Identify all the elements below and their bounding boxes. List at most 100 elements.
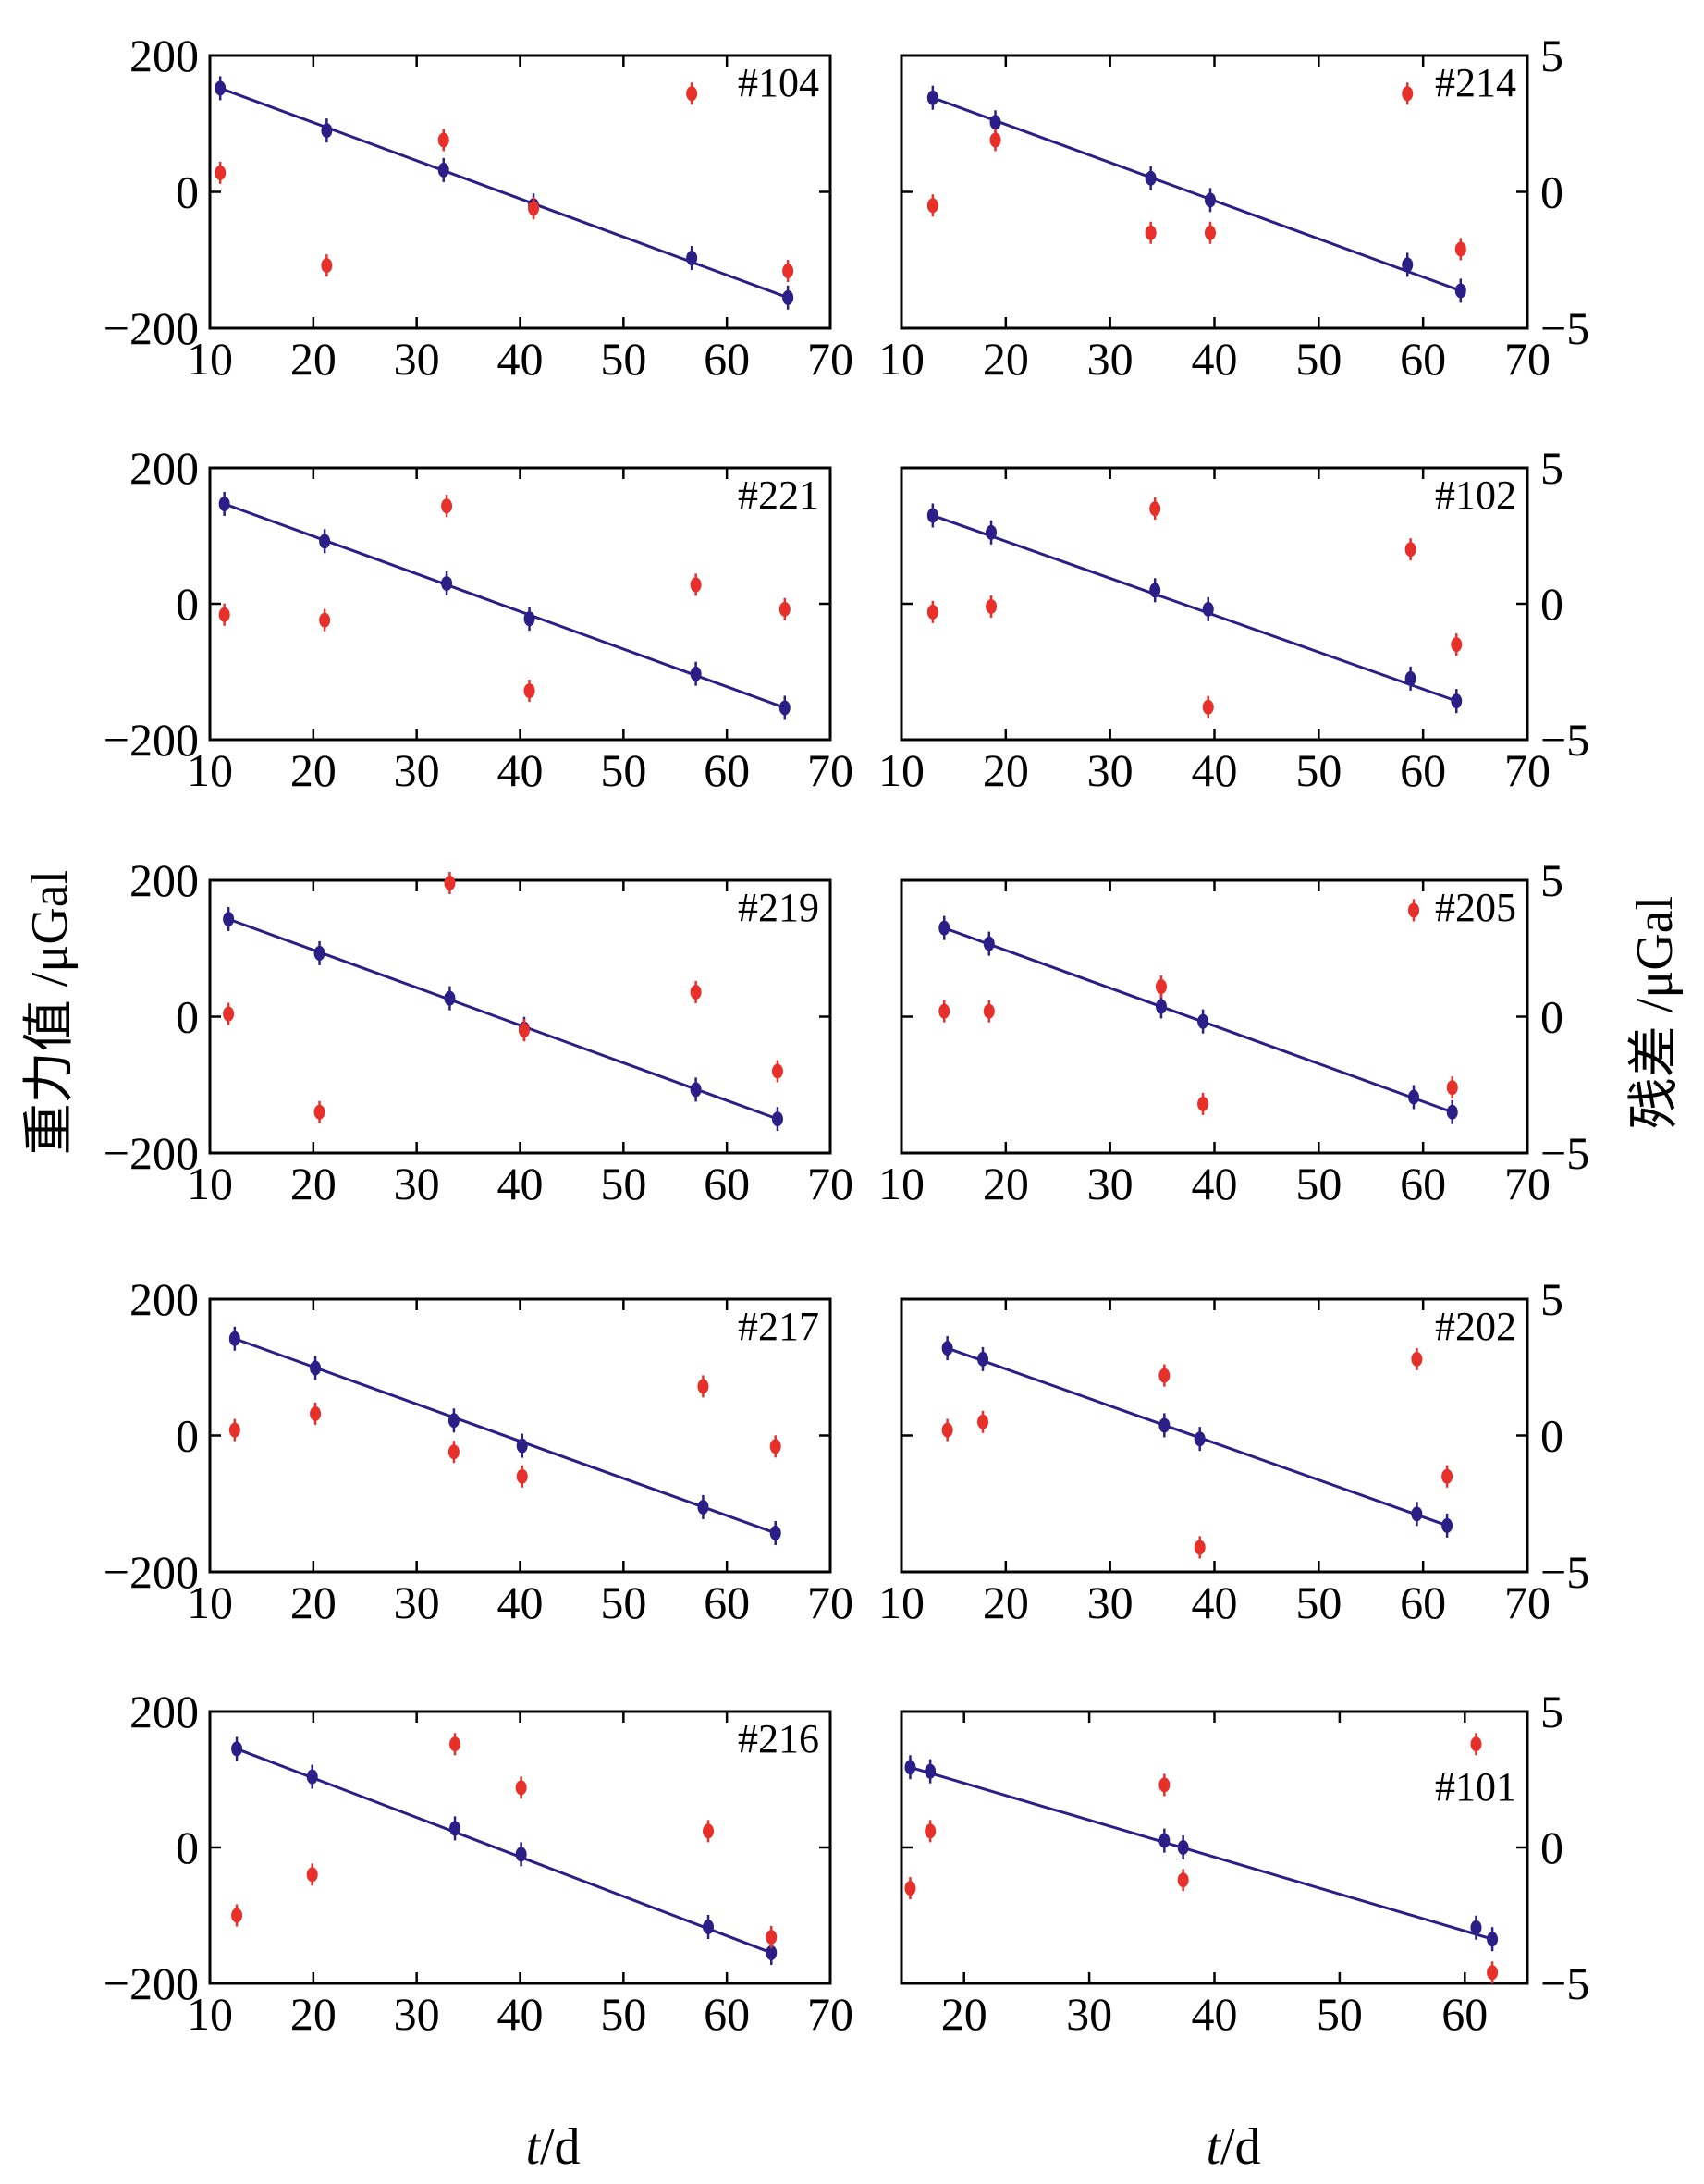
gravity-point [686, 251, 698, 266]
x-tick-label: 30 [1087, 1577, 1134, 1628]
y-tick-label: −200 [104, 714, 199, 766]
x-tick-label: 60 [704, 1988, 750, 2040]
y-tick-label: 5 [1540, 30, 1563, 81]
residual-point [1202, 699, 1214, 715]
panel-label: #104 [738, 60, 819, 105]
residual-point [941, 1422, 953, 1438]
gravity-point [986, 524, 998, 540]
x-tick-label: 10 [187, 744, 233, 796]
x-tick-label: 40 [497, 1158, 544, 1209]
residual-point [697, 1379, 709, 1394]
y-tick-label: −200 [104, 302, 199, 354]
y-tick-label: 200 [129, 1273, 199, 1325]
gravity-point [449, 1821, 461, 1836]
panel-label: #216 [738, 1716, 819, 1761]
gravity-point [306, 1769, 318, 1785]
x-tick-label: 20 [290, 333, 337, 385]
y-tick-label: −200 [104, 1127, 199, 1179]
residual-point [231, 1908, 243, 1923]
residual-point [986, 598, 998, 614]
residual-point [1402, 86, 1414, 102]
panel-205: 10 20 30 40 50 60 70−5 0 5 #205 [878, 854, 1589, 1209]
residual-point [1411, 1351, 1423, 1367]
residual-point [1454, 241, 1466, 257]
x-tick-label: 10 [878, 1577, 925, 1628]
gravity-point [1149, 583, 1161, 598]
x-tick-label: 70 [807, 744, 853, 796]
residual-point [904, 1881, 916, 1896]
gravity-point [313, 945, 325, 961]
gravity-point [989, 115, 1001, 130]
x-tick-label: 20 [983, 744, 1029, 796]
residual-point [528, 201, 540, 216]
gravity-point [778, 700, 791, 716]
x-tick-label: 30 [394, 333, 440, 385]
residual-point [766, 1930, 778, 1945]
x-tick-label: 20 [290, 1158, 337, 1209]
residual-point [223, 1006, 235, 1022]
x-tick-label: 70 [1504, 1158, 1551, 1209]
panel-label: #101 [1435, 1764, 1516, 1810]
residual-point [771, 1063, 783, 1079]
y-tick-label: 0 [176, 1822, 199, 1873]
gravity-point [938, 920, 950, 936]
gravity-point [447, 1413, 460, 1429]
panel-label: #214 [1435, 60, 1516, 105]
y-tick-label: 5 [1540, 854, 1563, 906]
gravity-point [690, 1082, 702, 1098]
panels: 10 20 30 40 50 60 70 −200 0 200 #104 10 20 30 40 50 60 70… [104, 30, 1589, 2040]
gravity-point [983, 936, 995, 951]
x-tick-label: 50 [1295, 744, 1342, 796]
gravity-point [703, 1919, 715, 1934]
y-tick-label: −5 [1540, 302, 1589, 354]
panel-217: 10 20 30 40 50 60 70 −200 0 200 #217 [104, 1273, 853, 1628]
plot-frame [900, 54, 1529, 330]
residual-point [690, 984, 702, 1000]
x-tick-label: 50 [1295, 1577, 1342, 1628]
gravity-point [941, 1341, 953, 1356]
x-tick-label: 20 [983, 1158, 1029, 1209]
gravity-point [437, 162, 449, 178]
gravity-point [223, 912, 235, 927]
x-tick-label: 50 [600, 744, 646, 796]
residual-point [1197, 1096, 1209, 1111]
residual-point [518, 1023, 530, 1038]
residual-point [319, 612, 331, 628]
residual-point [313, 1104, 325, 1120]
residual-point [441, 498, 453, 514]
x-tick-label: 60 [1400, 1577, 1446, 1628]
gravity-point [1470, 1920, 1482, 1935]
x-tick-label: 50 [600, 1988, 646, 2040]
y-tick-label: 5 [1540, 442, 1563, 494]
y-tick-label: 200 [129, 30, 199, 81]
x-tick-label: 30 [1087, 1158, 1134, 1209]
y-tick-label: −5 [1540, 1127, 1589, 1179]
residual-point [449, 1736, 461, 1752]
gravity-point [441, 575, 453, 591]
gravity-point [769, 1525, 781, 1540]
panel-216: 10 20 30 40 50 60 70 −200 0 200 #216 [104, 1686, 853, 2040]
y-tick-label: 200 [129, 442, 199, 494]
x-tick-label: 30 [394, 1577, 440, 1628]
plot-frame [900, 1710, 1529, 1985]
panel-label: #202 [1435, 1304, 1516, 1349]
x-tick-label: 20 [983, 1577, 1029, 1628]
gravity-point [218, 496, 230, 511]
gravity-point [1177, 1840, 1189, 1855]
x-tick-label: 60 [704, 1577, 750, 1628]
x-tick-label: 20 [290, 1988, 337, 2040]
x-tick-label: 40 [497, 333, 544, 385]
fit-line [932, 96, 1462, 292]
residual-point [977, 1414, 989, 1429]
x-tick-label: 50 [600, 333, 646, 385]
gravity-point [1158, 1833, 1171, 1848]
x-tick-label: 50 [1317, 1988, 1363, 2040]
gravity-point [516, 1438, 528, 1454]
left-y-axis-title: 重力值 /μGal [21, 870, 79, 1155]
panel-label: #219 [738, 885, 819, 930]
gravity-point [1202, 601, 1214, 617]
fit-line [910, 1765, 1493, 1941]
x-tick-label: 60 [704, 744, 750, 796]
x-tick-label: 70 [807, 1577, 853, 1628]
panel-label: #217 [738, 1304, 819, 1349]
